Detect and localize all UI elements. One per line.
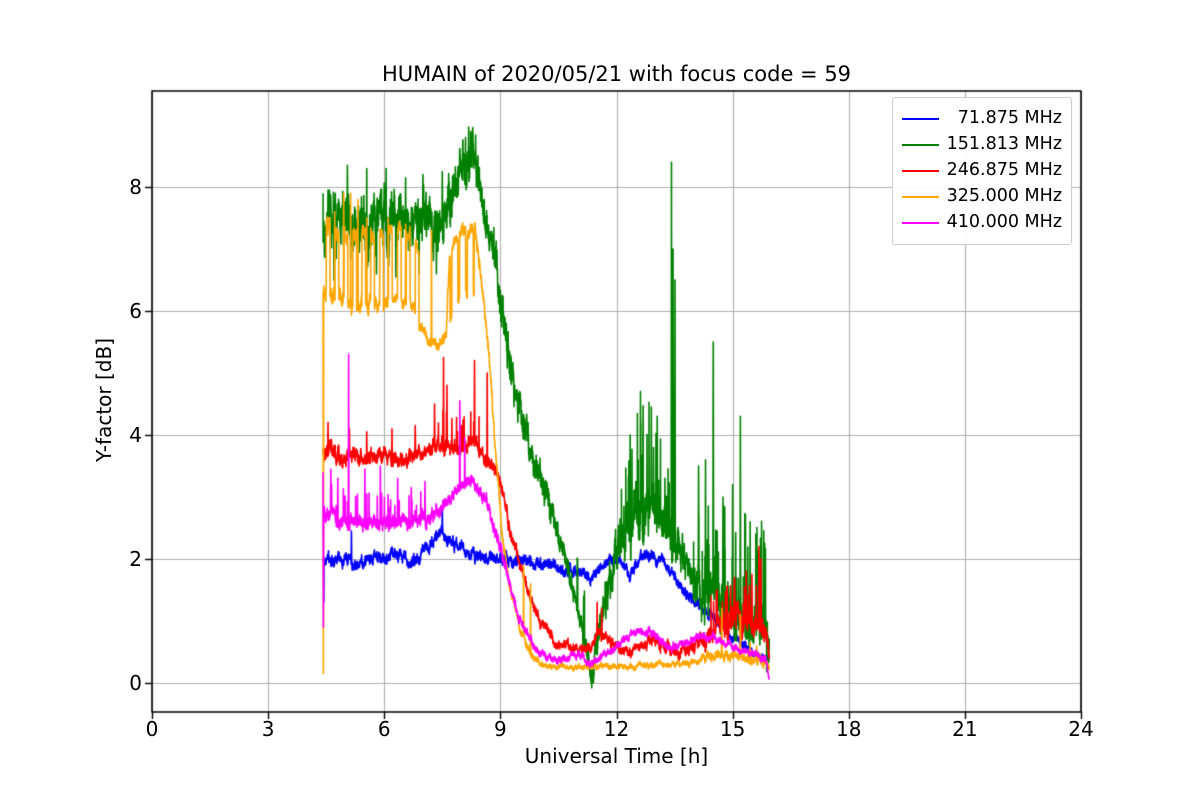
x-tick-label: 12 — [603, 717, 630, 741]
legend-entry: 410.000 MHz — [902, 210, 1062, 236]
legend-line-sample — [902, 195, 939, 199]
legend-label: 325.000 MHz — [946, 186, 1062, 207]
y-tick-label: 0 — [129, 670, 142, 695]
y-tick-label: 2 — [129, 546, 142, 571]
legend-entry: 71.875 MHz — [902, 106, 1062, 132]
legend-entry: 246.875 MHz — [902, 158, 1062, 184]
x-tick-label: 18 — [836, 717, 862, 741]
x-tick-label: 3 — [261, 717, 275, 741]
y-tick-label: 4 — [129, 422, 142, 447]
x-tick-label: 21 — [952, 717, 978, 741]
legend-label: 410.000 MHz — [946, 212, 1062, 233]
x-tick-label: 9 — [494, 717, 507, 741]
chart-title: HUMAIN of 2020/05/21 with focus code = 5… — [381, 62, 852, 86]
x-axis-label: Universal Time [h] — [524, 744, 709, 768]
y-tick-label: 8 — [129, 175, 142, 200]
legend-line-sample — [902, 117, 939, 121]
legend-label: 246.875 MHz — [946, 160, 1062, 181]
legend-label: 151.813 MHz — [946, 134, 1062, 155]
legend-line-sample — [902, 169, 939, 173]
legend: 71.875 MHz 151.813 MHz 246.875 MHz 325.000 … — [892, 97, 1072, 245]
x-tick-label: 0 — [145, 717, 159, 741]
x-tick-label: 15 — [719, 717, 746, 741]
x-tick-label: 24 — [1068, 717, 1094, 741]
legend-entry: 325.000 MHz — [902, 184, 1062, 210]
legend-line-sample — [902, 221, 939, 225]
x-tick-label: 6 — [377, 717, 391, 741]
y-axis-label: Y-factor [dB] — [92, 337, 116, 463]
legend-entry: 151.813 MHz — [902, 132, 1062, 158]
legend-line-sample — [902, 143, 939, 147]
legend-label: 71.875 MHz — [952, 108, 1062, 129]
y-tick-label: 6 — [129, 299, 142, 323]
